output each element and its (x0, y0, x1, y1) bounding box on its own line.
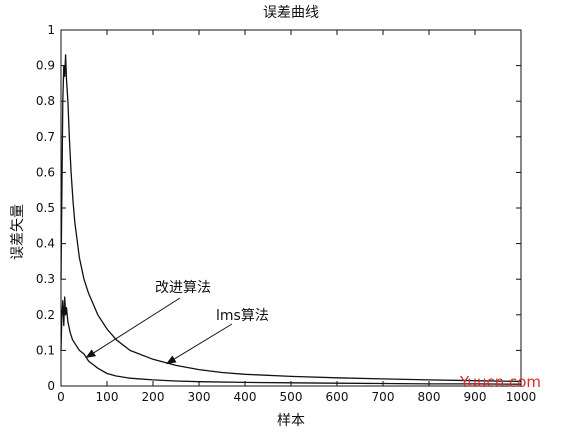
x-tick-label: 600 (326, 390, 349, 404)
x-tick-label: 900 (464, 390, 487, 404)
x-tick-label: 200 (142, 390, 165, 404)
x-tick-label: 800 (418, 390, 441, 404)
y-tick-label: 0.1 (36, 343, 55, 357)
chart-title: 误差曲线 (263, 5, 319, 21)
y-tick-label: 0.4 (36, 237, 55, 251)
watermark: Yuucn.com (459, 373, 541, 391)
x-tick-label: 300 (188, 390, 211, 404)
y-tick-label: 0.6 (36, 165, 55, 179)
y-tick-label: 0.7 (36, 130, 55, 144)
annotation-label: 改进算法 (155, 280, 211, 296)
y-tick-label: 0.9 (36, 59, 55, 73)
annotation-arrow (85, 297, 181, 359)
y-tick-label: 0.3 (36, 272, 55, 286)
annotation-label: lms算法 (216, 308, 269, 324)
annotation-arrow (165, 323, 233, 365)
y-tick-label: 0.2 (36, 308, 55, 322)
x-tick-label: 1000 (506, 390, 537, 404)
series-line-0 (60, 54, 522, 383)
y-tick-label: 0 (47, 379, 55, 393)
x-axis-label: 样本 (277, 413, 305, 429)
x-tick-label: 100 (96, 390, 119, 404)
series-line-1 (60, 296, 522, 385)
y-tick-label: 0.5 (36, 201, 55, 215)
y-tick-label: 1 (47, 23, 55, 37)
y-axis-label: 误差矢量 (10, 204, 26, 260)
x-tick-label: 700 (372, 390, 395, 404)
x-tick-label: 500 (280, 390, 303, 404)
x-tick-label: 400 (234, 390, 257, 404)
y-tick-label: 0.8 (36, 94, 55, 108)
x-tick-label: 0 (57, 390, 65, 404)
plot-area-frame (60, 29, 522, 387)
